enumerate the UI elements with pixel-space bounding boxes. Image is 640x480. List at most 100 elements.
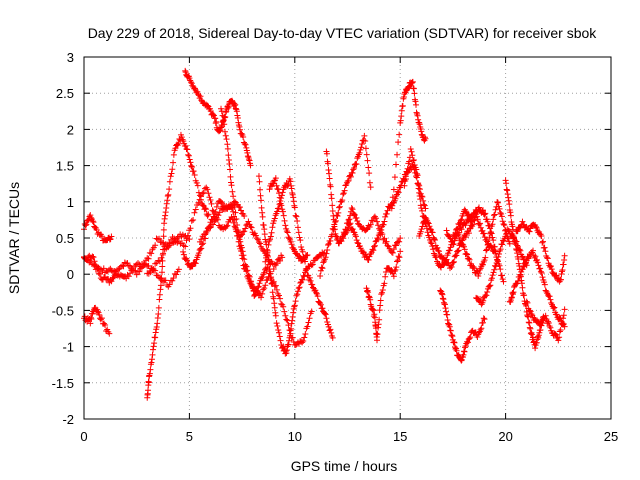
data-point bbox=[275, 205, 282, 212]
data-point bbox=[210, 213, 217, 220]
data-point bbox=[453, 252, 460, 259]
data-point bbox=[381, 218, 388, 225]
data-point bbox=[218, 108, 225, 115]
y-tick-label: 1 bbox=[67, 195, 74, 210]
data-point bbox=[175, 266, 182, 273]
data-point bbox=[395, 189, 402, 196]
data-point bbox=[106, 330, 113, 337]
data-point bbox=[168, 170, 175, 177]
data-point bbox=[291, 204, 298, 211]
data-point bbox=[207, 197, 214, 204]
data-point bbox=[228, 182, 235, 189]
data-point bbox=[384, 242, 391, 249]
data-point bbox=[202, 231, 209, 238]
data-point bbox=[242, 263, 249, 270]
data-point bbox=[396, 254, 403, 261]
data-point bbox=[256, 178, 263, 185]
data-point bbox=[230, 193, 237, 200]
data-point bbox=[321, 310, 328, 317]
data-point bbox=[477, 296, 484, 303]
data-point bbox=[483, 292, 490, 299]
data-point bbox=[466, 256, 473, 263]
data-point bbox=[474, 216, 481, 223]
data-point bbox=[222, 113, 229, 120]
data-point bbox=[243, 222, 250, 229]
data-point bbox=[350, 166, 357, 173]
data-point bbox=[233, 108, 240, 115]
data-point bbox=[460, 243, 467, 250]
data-point bbox=[292, 212, 299, 219]
data-point bbox=[100, 265, 107, 272]
data-point bbox=[426, 223, 433, 230]
data-point bbox=[270, 180, 277, 187]
data-point bbox=[270, 295, 277, 302]
data-point bbox=[396, 238, 403, 245]
data-point bbox=[294, 218, 301, 225]
data-point bbox=[135, 260, 142, 267]
data-point bbox=[339, 197, 346, 204]
data-point bbox=[514, 277, 521, 284]
data-point bbox=[410, 156, 417, 163]
data-point bbox=[560, 261, 567, 268]
data-point bbox=[340, 235, 347, 242]
data-point bbox=[327, 326, 334, 333]
data-point bbox=[89, 218, 96, 225]
data-point bbox=[392, 266, 399, 273]
data-point bbox=[156, 291, 163, 298]
data-point bbox=[167, 173, 174, 180]
data-point bbox=[190, 168, 197, 175]
axis-ticks: 0 5 10 15 20 25 -2 -1.5 -1 -0.5 0 0.5 1 1.5 2 2.5 3 bbox=[52, 50, 619, 444]
data-point bbox=[306, 315, 313, 322]
data-point bbox=[417, 202, 424, 209]
data-point bbox=[293, 292, 300, 299]
data-point bbox=[157, 275, 164, 282]
data-point bbox=[234, 232, 241, 239]
data-point bbox=[289, 191, 296, 198]
data-point bbox=[88, 214, 95, 221]
data-point bbox=[481, 257, 488, 264]
data-point bbox=[409, 152, 416, 159]
data-point bbox=[356, 149, 363, 156]
data-point bbox=[293, 213, 300, 220]
data-point bbox=[184, 232, 191, 239]
data-point bbox=[218, 122, 225, 129]
data-point bbox=[268, 274, 275, 281]
data-point bbox=[197, 196, 204, 203]
data-point bbox=[498, 272, 505, 279]
data-point bbox=[262, 282, 269, 289]
data-point bbox=[449, 333, 456, 340]
data-point bbox=[145, 270, 152, 277]
data-point bbox=[494, 198, 501, 205]
data-point bbox=[479, 319, 486, 326]
x-tick-label: 25 bbox=[604, 429, 618, 444]
data-point bbox=[498, 213, 505, 220]
data-point bbox=[492, 248, 499, 255]
data-point bbox=[102, 321, 109, 328]
data-point bbox=[377, 297, 384, 304]
data-point bbox=[346, 216, 353, 223]
data-point bbox=[261, 285, 268, 292]
data-point bbox=[182, 69, 189, 76]
data-point bbox=[540, 238, 547, 245]
data-point bbox=[219, 112, 226, 119]
data-point bbox=[448, 263, 455, 270]
data-point bbox=[150, 346, 157, 353]
data-point bbox=[269, 180, 276, 187]
data-point bbox=[381, 235, 388, 242]
data-point bbox=[204, 186, 211, 193]
data-point bbox=[528, 310, 535, 317]
data-point bbox=[420, 220, 427, 227]
data-point bbox=[347, 173, 354, 180]
data-point bbox=[365, 257, 372, 264]
data-point bbox=[286, 235, 293, 242]
data-point bbox=[535, 262, 542, 269]
data-point bbox=[479, 207, 486, 214]
data-point bbox=[490, 216, 497, 223]
data-point bbox=[222, 109, 229, 116]
data-point bbox=[160, 250, 167, 257]
data-point bbox=[240, 133, 247, 140]
data-point bbox=[443, 227, 450, 234]
data-point bbox=[275, 326, 282, 333]
data-point bbox=[539, 239, 546, 246]
data-point bbox=[210, 112, 217, 119]
